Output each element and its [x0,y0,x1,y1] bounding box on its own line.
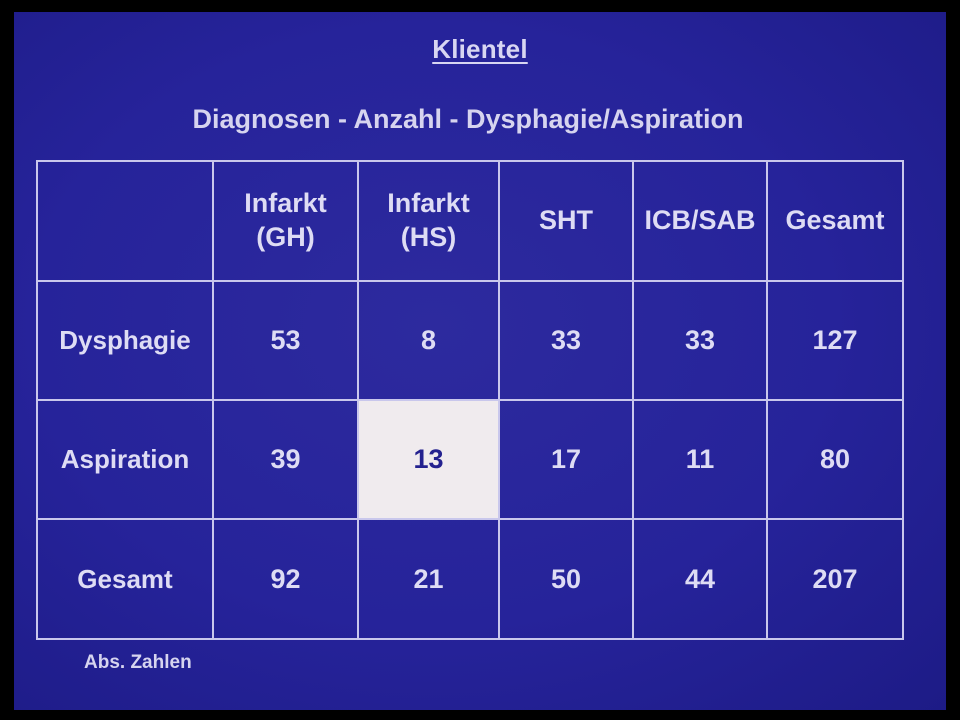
table-cell: 33 [632,280,768,401]
corner-cell [36,160,214,282]
data-table: Infarkt (GH) Infarkt (HS) SHT ICB/SAB Gesa… [36,160,904,640]
table-cell: 21 [357,518,500,640]
column-header: Gesamt [766,160,904,282]
column-header: Infarkt (GH) [212,160,359,282]
row-label: Gesamt [36,518,214,640]
subtitle-text: Diagnosen - Anzahl - Dysphagie/Aspiratio… [192,104,744,134]
table-cell: 127 [766,280,904,401]
row-label: Dysphagie [36,280,214,401]
table-cell: 39 [212,399,359,520]
row-label: Aspiration [36,399,214,520]
column-header: Infarkt (HS) [357,160,500,282]
slide-subtitle: Diagnosen - Anzahl - Dysphagie/Aspiratio… [14,104,946,135]
table-cell: 207 [766,518,904,640]
table-cell: 53 [212,280,359,401]
table-row: Gesamt 92 21 50 44 207 [36,518,904,640]
highlighted-cell: 13 [357,399,500,520]
slide: Klientel Diagnosen - Anzahl - Dysphagie/… [14,12,946,710]
table-row: Aspiration 39 13 17 11 80 [36,399,904,520]
title-text: Klientel [432,34,528,64]
table-cell: 80 [766,399,904,520]
header-row: Infarkt (GH) Infarkt (HS) SHT ICB/SAB Gesa… [36,160,904,282]
table-cell: 11 [632,399,768,520]
slide-title: Klientel [14,34,946,65]
table-row: Dysphagie 53 8 33 33 127 [36,280,904,401]
column-header: ICB/SAB [632,160,768,282]
table-cell: 8 [357,280,500,401]
table-cell: 17 [498,399,634,520]
footnote: Abs. Zahlen [84,652,192,673]
table-cell: 33 [498,280,634,401]
column-header: SHT [498,160,634,282]
table-cell: 50 [498,518,634,640]
table-cell: 44 [632,518,768,640]
table-cell: 92 [212,518,359,640]
